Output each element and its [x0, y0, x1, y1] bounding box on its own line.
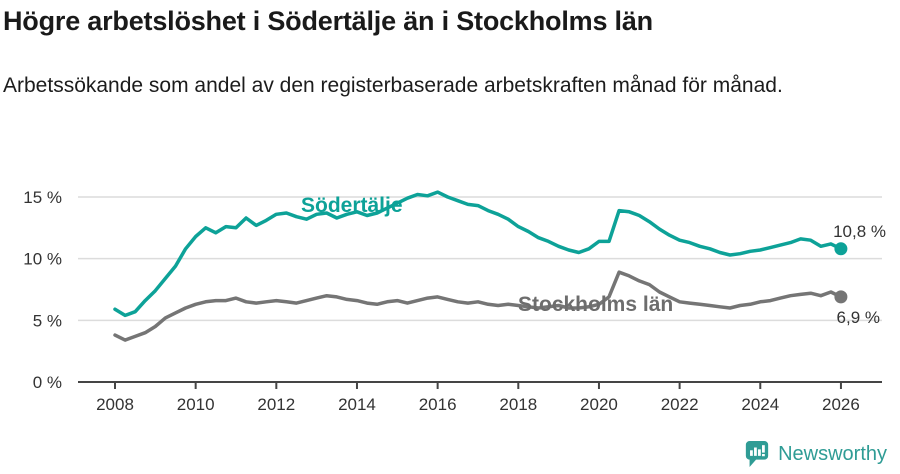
x-tick-label-2024: 2024	[741, 395, 779, 414]
page-subtitle: Arbetssökande som andel av den registerb…	[3, 74, 783, 97]
x-tick-label-2026: 2026	[822, 395, 860, 414]
series-line-s-dert-lje	[113, 190, 843, 318]
series-label-sodertalje: Södertälje	[301, 194, 403, 217]
brand-footer: Newsworthy	[744, 439, 887, 469]
logo-bubble-shape	[745, 441, 769, 467]
x-tick-label-2016: 2016	[419, 395, 457, 414]
x-tick-label-2010: 2010	[177, 395, 215, 414]
x-tick-label-2008: 2008	[96, 395, 134, 414]
x-tick-label-2020: 2020	[580, 395, 618, 414]
end-value-label-sodertalje: 10,8 %	[833, 222, 886, 241]
y-tick-label-0: 0 %	[33, 373, 62, 392]
page-title: Högre arbetslöshet i Södertälje än i Sto…	[3, 6, 653, 36]
series-end-dot-s-dert-lje	[834, 242, 848, 256]
brand-name: Newsworthy	[778, 442, 887, 465]
y-tick-label-10: 10 %	[23, 250, 62, 269]
y-tick-label-15: 15 %	[23, 188, 62, 207]
x-tick-label-2014: 2014	[338, 395, 376, 414]
x-tick-label-2022: 2022	[661, 395, 699, 414]
series-line-stockholms-l-n	[113, 270, 843, 342]
y-tick-label-5: 5 %	[33, 311, 62, 330]
x-tick-label-2018: 2018	[499, 395, 537, 414]
newsworthy-logo-icon	[745, 441, 769, 467]
x-tick-label-2012: 2012	[257, 395, 295, 414]
end-value-label-stockholms-lan: 6,9 %	[837, 308, 880, 327]
series-label-stockholms-lan: Stockholms län	[518, 293, 673, 316]
logo-bars-glyph	[750, 445, 765, 457]
series-end-dot-stockholms-l-n	[834, 290, 848, 304]
